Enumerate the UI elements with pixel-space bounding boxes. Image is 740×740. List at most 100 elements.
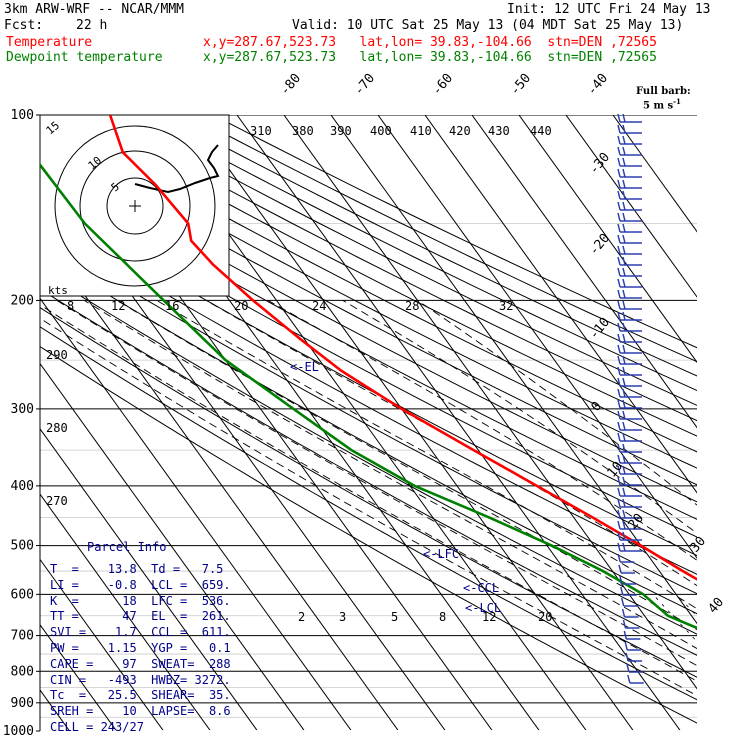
skewt-grid xyxy=(40,115,740,740)
theta-label: 310 xyxy=(250,124,272,138)
wind-barb-flag xyxy=(617,520,621,530)
dry-adiabat xyxy=(40,252,697,615)
wind-barb-flag xyxy=(617,289,621,299)
isotherm-label: -10 xyxy=(587,315,614,343)
dry-adiabat xyxy=(40,171,697,520)
lcl-marker: <-LCL xyxy=(465,601,501,615)
ccl-marker: <-CCL xyxy=(463,581,499,595)
isotherm-label: -40 xyxy=(585,71,612,99)
moist-adiabat xyxy=(267,300,697,561)
isotherm-label: -70 xyxy=(352,71,379,99)
wind-barb-flag xyxy=(617,388,621,398)
wind-barb-flag xyxy=(617,531,621,541)
isotherm-line xyxy=(471,115,697,429)
parcel-info-row: SVI = 1.7 CCL = 611. xyxy=(50,625,231,640)
dry-adiabat xyxy=(40,186,697,538)
temperature-legend: Temperature xyxy=(6,35,93,50)
pressure-tick-label: 100 xyxy=(11,108,34,123)
el-marker: <-EL xyxy=(290,360,319,374)
wind-barb-flag xyxy=(622,454,626,464)
wind-barb-flag xyxy=(622,311,626,321)
wind-barb-flag xyxy=(622,531,626,541)
isotherm-line xyxy=(283,115,697,690)
wind-barb-flag xyxy=(620,586,624,596)
wind-barb-flag xyxy=(622,388,626,398)
mixing-ratio-line xyxy=(708,594,740,740)
theta-label: 400 xyxy=(370,124,392,138)
isotherm-line xyxy=(40,558,164,730)
pressure-tick-label: 500 xyxy=(11,539,34,554)
dry-adiabat xyxy=(40,288,697,656)
wind-barb-flag xyxy=(617,300,621,310)
dewpoint-profile xyxy=(40,162,697,630)
wind-barb-flag xyxy=(622,256,626,266)
wind-barb-flag xyxy=(622,124,626,134)
theta-label: 410 xyxy=(410,124,432,138)
dry-adiabat xyxy=(140,115,697,392)
hodo-speed-label: 16 xyxy=(165,299,179,313)
mixing-ratio-label: 3 xyxy=(339,610,346,624)
forecast-label: Fcst: xyxy=(4,18,44,33)
dry-adiabat xyxy=(115,115,697,406)
wind-barb-flag xyxy=(617,465,621,475)
isotherm-line xyxy=(612,115,697,233)
wind-barb-flag xyxy=(617,256,621,266)
parcel-info-row: PW = 1.15 YGP = 0.1 xyxy=(50,641,231,655)
wind-barb-flag xyxy=(617,179,621,189)
parcel-info-row: K = 18 LFC = 536. xyxy=(50,593,231,608)
wind-barb-flag xyxy=(622,190,626,200)
wind-barb-flag xyxy=(617,333,621,343)
dry-adiabat xyxy=(40,218,697,575)
hodo-speed-label: 12 xyxy=(111,299,125,313)
wind-barb-flag xyxy=(623,630,628,640)
isotherm-line xyxy=(40,493,211,730)
pressure-tick-label: 900 xyxy=(11,696,34,711)
wind-barb-flag xyxy=(617,146,621,156)
wind-barb-flag xyxy=(622,355,626,365)
wind-barb-flag xyxy=(617,366,621,376)
wind-barb-flag xyxy=(617,135,621,145)
mixing-ratio-label: 8 xyxy=(439,610,446,624)
dry-adiabat xyxy=(40,202,697,557)
wind-barb-flag xyxy=(622,487,626,497)
wind-barb-flag xyxy=(622,212,626,222)
wind-barb-flag xyxy=(622,509,626,519)
wind-barb-flag xyxy=(617,157,621,167)
pressure-tick-label: 600 xyxy=(11,587,34,602)
dry-adiabat xyxy=(164,115,697,377)
isotherm-line xyxy=(565,115,697,298)
isotherm-line xyxy=(424,115,697,494)
wind-barb-flag xyxy=(617,377,621,387)
dry-adiabat xyxy=(42,115,697,453)
dry-adiabat xyxy=(40,235,697,595)
wind-barb-flag xyxy=(622,465,626,475)
isotherm-line xyxy=(40,623,117,730)
parcel-info-title: Parcel Info xyxy=(87,540,167,554)
wind-barb-flag xyxy=(617,509,621,519)
wind-barb-flag xyxy=(622,135,626,145)
wind-barb-flag xyxy=(617,344,621,354)
wind-barb-flag xyxy=(622,168,626,178)
wind-barb-flag xyxy=(618,564,622,574)
wind-barb-flag xyxy=(622,476,626,486)
theta-side-label: 290 xyxy=(46,348,68,362)
wind-barb-flag xyxy=(626,663,630,673)
wind-barb-flag xyxy=(617,113,621,123)
pressure-tick-label: 700 xyxy=(11,629,34,644)
wind-barb-flag xyxy=(617,399,621,409)
parcel-info-row: TT = 47 EL = 261. xyxy=(50,609,231,624)
theta-side-label: 280 xyxy=(46,421,68,435)
dry-adiabat xyxy=(40,126,697,469)
wind-barb-flag xyxy=(620,597,625,607)
wind-barb-flag xyxy=(617,245,621,255)
wind-barb-flag xyxy=(617,410,621,420)
temperature-location: x,y=287.67,523.73 lat,lon= 39.83,-104.66… xyxy=(203,35,657,50)
wind-barb-flag xyxy=(617,234,621,244)
theta-label: 420 xyxy=(449,124,471,138)
wind-barb-flag xyxy=(622,344,626,354)
wind-barb-flag xyxy=(622,520,626,530)
wind-barb-flag xyxy=(621,608,626,618)
isotherm-line xyxy=(40,232,399,730)
